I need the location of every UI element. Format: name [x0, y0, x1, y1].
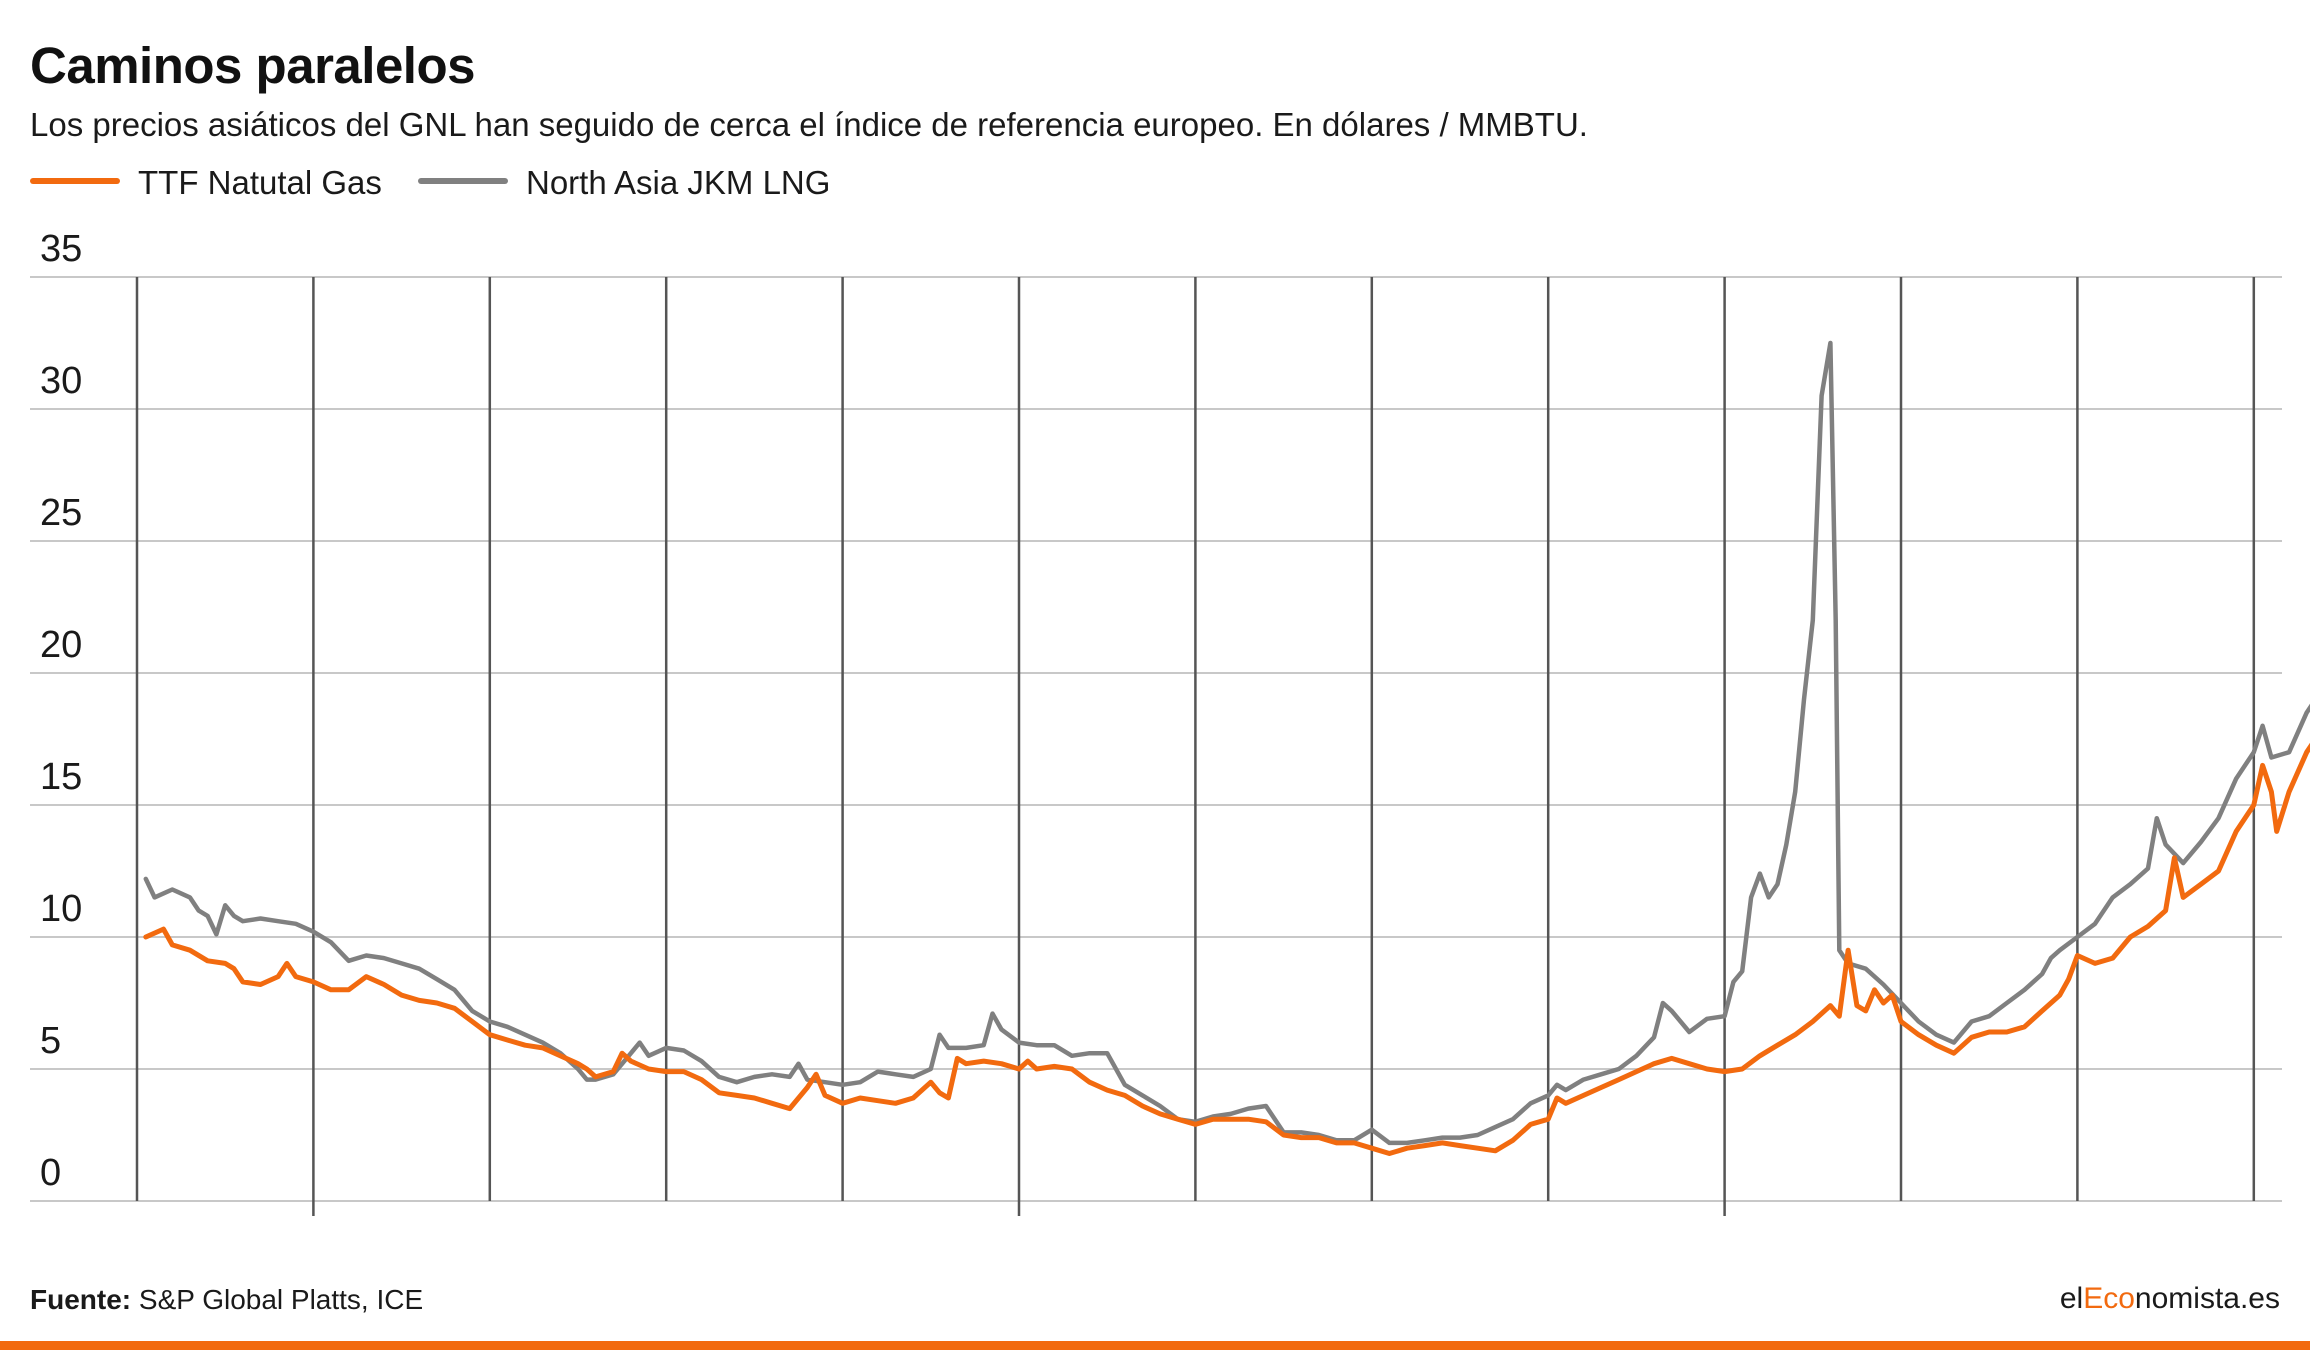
y-tick-label-15: 15 [40, 756, 82, 798]
series-line-jkm [143, 340, 2310, 1146]
brand-accent: Eco [2083, 1282, 2135, 1315]
y-tick-label-25: 25 [40, 492, 82, 534]
legend-label-ttf: TTF Natutal Gas [138, 164, 382, 201]
bottom-accent-bar [0, 1341, 2310, 1350]
series-line-ttf [143, 742, 2310, 1156]
y-tick-label-30: 30 [40, 360, 82, 402]
source-text: S&P Global Platts, ICE [138, 1284, 424, 1315]
source-note: Fuente: S&P Global Platts, ICE [30, 1284, 423, 1316]
y-tick-label-35: 35 [40, 228, 82, 270]
y-tick-label-20: 20 [40, 624, 82, 666]
y-tick-label-0: 0 [40, 1152, 61, 1194]
source-label: Fuente: [30, 1284, 132, 1315]
legend-swatch-jkm [418, 178, 508, 184]
brand-prefix: el [2059, 1282, 2084, 1315]
chart-title: Caminos paralelos [30, 37, 476, 94]
brand-suffix: nomista.es [2134, 1282, 2280, 1315]
chart-subtitle: Los precios asiáticos del GNL han seguid… [30, 106, 1588, 143]
brand-logo: elEconomista.es [2060, 1282, 2280, 1316]
legend-swatch-ttf [30, 178, 120, 184]
y-tick-label-10: 10 [40, 888, 82, 930]
legend-label-jkm: North Asia JKM LNG [526, 164, 831, 201]
y-tick-label-5: 5 [40, 1020, 61, 1062]
